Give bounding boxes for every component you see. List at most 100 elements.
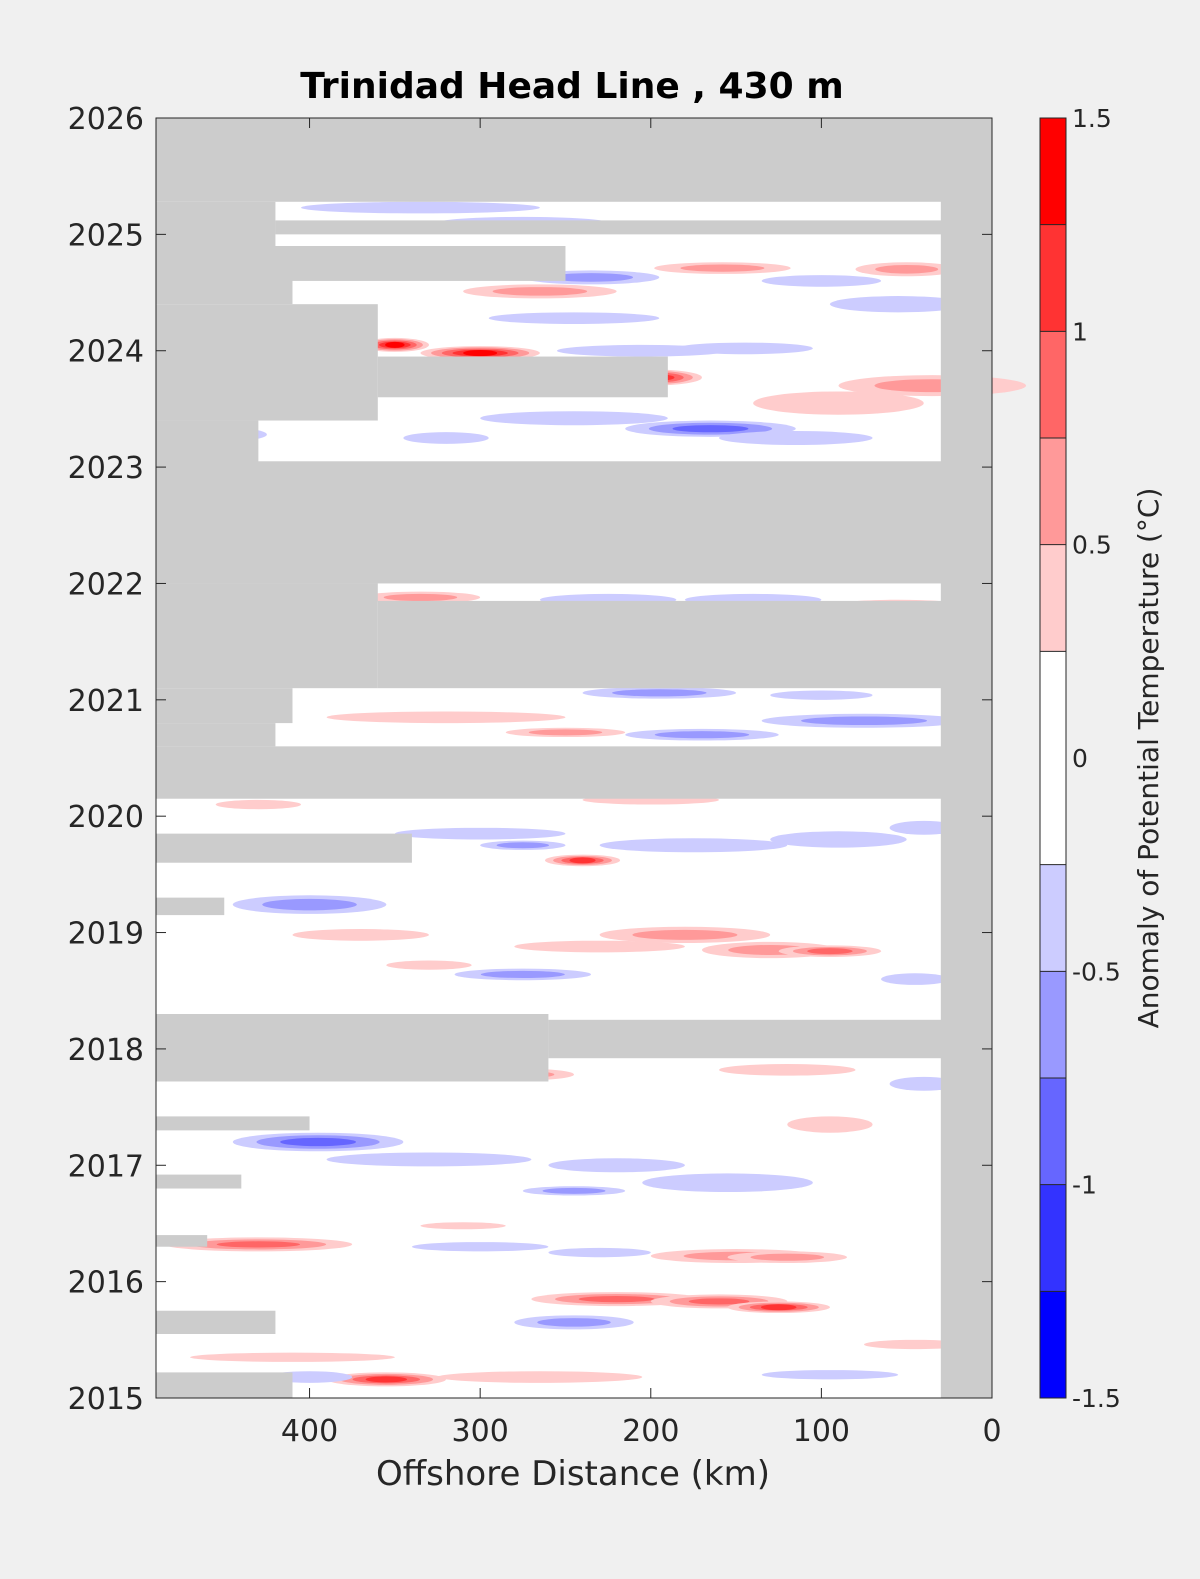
anomaly-contour (599, 838, 788, 853)
anomaly-contour (542, 1187, 606, 1194)
x-tick-label: 400 (281, 1414, 338, 1449)
anomaly-contour (326, 711, 566, 724)
anomaly-cell (855, 262, 958, 277)
anomaly-contour (750, 1253, 825, 1261)
colorbar-tick-label: 0.5 (1072, 531, 1112, 560)
anomaly-cell (770, 831, 907, 848)
missing-data-region (275, 220, 992, 235)
missing-data-region (156, 583, 378, 689)
anomaly-cell (301, 201, 540, 214)
anomaly-contour (642, 1173, 813, 1193)
anomaly-contour (383, 593, 458, 601)
anomaly-cell (292, 929, 429, 941)
anomaly-contour (280, 1137, 356, 1147)
anomaly-cell (386, 960, 472, 970)
missing-data-region (292, 246, 566, 281)
anomaly-contour (548, 1247, 651, 1258)
anomaly-cell (599, 926, 771, 944)
anomaly-layer (164, 201, 1027, 1387)
anomaly-contour (654, 731, 750, 739)
anomaly-contour (672, 425, 749, 433)
missing-data-region (156, 833, 412, 863)
anomaly-cell (514, 940, 685, 953)
anomaly-contour (437, 1371, 643, 1383)
missing-data-region (548, 1019, 992, 1059)
colorbar-swatch (1040, 331, 1066, 438)
anomaly-cell (326, 711, 566, 724)
missing-data-region (156, 420, 259, 468)
anomaly-contour (215, 799, 302, 810)
y-tick-label: 2026 (68, 102, 144, 137)
y-tick-label: 2024 (68, 335, 144, 370)
anomaly-cell (522, 1186, 626, 1196)
anomaly-contour (514, 940, 685, 953)
anomaly-contour (569, 857, 596, 864)
x-axis: 400 300 200 100 0 (281, 118, 1002, 1449)
missing-data-region (156, 1014, 549, 1082)
missing-data-region (940, 118, 992, 1398)
anomaly-contour (548, 1158, 685, 1173)
anomaly-contour (326, 1152, 532, 1167)
anomaly-cell (454, 968, 592, 981)
anomaly-cell (480, 411, 668, 426)
y-tick-label: 2016 (68, 1266, 144, 1301)
missing-data-layer (156, 118, 993, 1398)
missing-data-region (156, 461, 992, 584)
colorbar-swatch (1040, 544, 1066, 652)
anomaly-contour (420, 1222, 506, 1230)
colorbar-swatch (1040, 118, 1066, 225)
anomaly-cell (829, 296, 967, 313)
anomaly-cell (753, 391, 924, 415)
anomaly-cell (164, 1237, 353, 1252)
anomaly-cell (727, 1301, 830, 1314)
colorbar-swatch (1040, 1291, 1066, 1398)
anomaly-cell (881, 973, 950, 985)
colorbar-frame (1039, 117, 1067, 1399)
anomaly-cell (360, 337, 429, 352)
missing-data-region (156, 688, 293, 724)
x-tick-label: 300 (452, 1414, 509, 1449)
x-tick-label: 200 (622, 1414, 679, 1449)
anomaly-cell (480, 840, 566, 850)
anomaly-contour (480, 970, 565, 979)
anomaly-contour (537, 1318, 611, 1327)
missing-data-region (156, 1235, 208, 1247)
plot-area (155, 117, 1027, 1399)
anomaly-contour (770, 690, 873, 700)
anomaly-cell (770, 690, 873, 700)
missing-data-region (156, 201, 276, 246)
colorbar-tick-label: 1 (1072, 317, 1088, 346)
anomaly-contour (680, 264, 765, 272)
missing-data-region (156, 897, 225, 916)
anomaly-cell (778, 945, 882, 957)
anomaly-contour (216, 1241, 301, 1248)
anomaly-cell (727, 1251, 847, 1264)
anomaly-cell (488, 312, 660, 324)
anomaly-contour (761, 1370, 899, 1380)
anomaly-contour (528, 729, 603, 736)
anomaly-contour (496, 842, 550, 849)
y-tick-label: 2025 (68, 218, 144, 253)
missing-data-region (156, 723, 276, 747)
anomaly-cell (232, 895, 387, 914)
anomaly-contour (676, 342, 813, 355)
anomaly-cell (326, 1152, 532, 1167)
anomaly-contour (719, 431, 873, 445)
y-tick-label: 2023 (68, 451, 144, 486)
colorbar-tick-label: -1.5 (1072, 1384, 1121, 1413)
anomaly-contour (549, 273, 634, 282)
anomaly-cell (625, 420, 796, 437)
anomaly-contour (578, 1295, 655, 1303)
missing-data-region (156, 1310, 276, 1334)
missing-data-region (156, 304, 378, 421)
colorbar-swatch (1040, 438, 1066, 545)
plot-frame (155, 117, 993, 1399)
anomaly-cell (411, 1242, 549, 1252)
anomaly-contour (262, 898, 357, 911)
anomaly-cell (761, 1370, 899, 1380)
anomaly-contour (875, 264, 939, 274)
anomaly-cell (326, 1372, 447, 1387)
anomaly-contour (394, 827, 566, 840)
